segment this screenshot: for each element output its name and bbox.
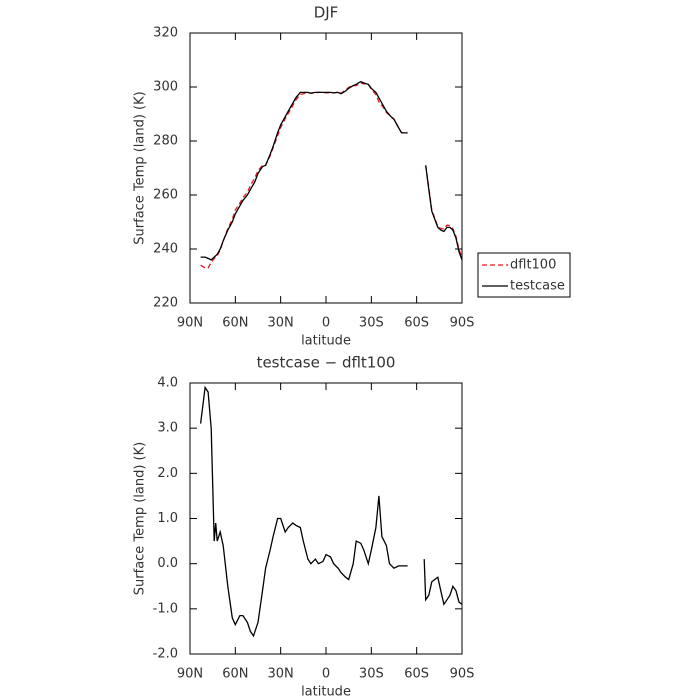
legend-label: testcase (510, 279, 565, 294)
x-tick-label: 60N (222, 316, 248, 331)
y-tick-label: 2.0 (157, 466, 178, 481)
legend-label: dflt100 (510, 258, 556, 273)
chart-title: DJF (314, 4, 339, 22)
x-tick-label: 90S (450, 316, 475, 331)
x-tick-label: 60N (222, 667, 248, 682)
x-tick-label: 0 (322, 667, 330, 682)
series-line (200, 82, 463, 269)
x-tick-label: 30N (268, 316, 294, 331)
y-tick-label: -1.0 (153, 601, 178, 616)
x-tick-label: 30N (268, 667, 294, 682)
plot-frame (189, 32, 463, 304)
legend-box (477, 252, 571, 298)
y-tick-label: 0.0 (157, 556, 178, 571)
x-tick-label: 90N (177, 316, 203, 331)
x-tick-label: 60S (404, 667, 429, 682)
y-tick-label: 320 (153, 26, 178, 41)
series-line (200, 80, 463, 261)
plot-frame (189, 382, 463, 655)
x-tick-label: 0 (322, 316, 330, 331)
y-tick-label: 240 (153, 242, 178, 257)
y-tick-label: 4.0 (157, 376, 178, 391)
series-line (199, 385, 463, 638)
y-axis-label: Surface Temp (land) (K) (133, 91, 148, 244)
x-axis-label: latitude (301, 334, 351, 349)
x-axis-label: latitude (301, 685, 351, 700)
x-tick-label: 30S (359, 316, 384, 331)
y-tick-label: 3.0 (157, 421, 178, 436)
x-tick-label: 90S (450, 667, 475, 682)
y-tick-label: 1.0 (157, 511, 178, 526)
y-tick-label: 300 (153, 80, 178, 95)
y-tick-label: -2.0 (153, 647, 178, 662)
x-tick-label: 30S (359, 667, 384, 682)
x-tick-label: 60S (404, 316, 429, 331)
chart-title: testcase − dflt100 (257, 354, 396, 372)
y-tick-label: 220 (153, 296, 178, 311)
x-tick-label: 90N (177, 667, 203, 682)
y-tick-label: 260 (153, 188, 178, 203)
y-axis-label: Surface Temp (land) (K) (133, 442, 148, 595)
y-tick-label: 280 (153, 134, 178, 149)
